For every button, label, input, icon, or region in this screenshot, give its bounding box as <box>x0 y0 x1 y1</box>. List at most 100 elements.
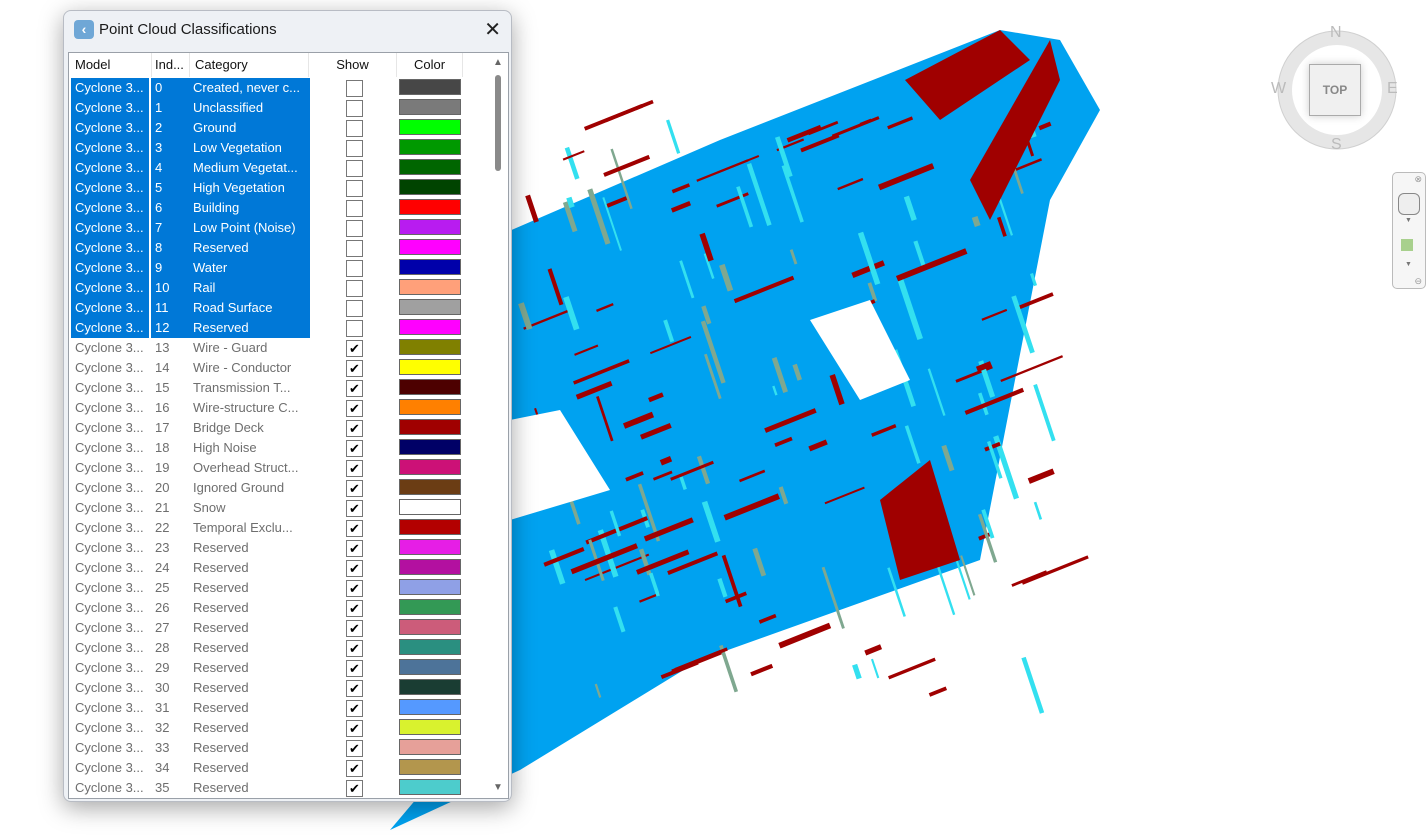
column-header-category[interactable]: Category <box>195 53 309 77</box>
show-checkbox[interactable]: ✔ <box>346 760 363 777</box>
color-swatch[interactable] <box>399 239 461 255</box>
table-row[interactable]: Cyclone 3... 3 Low Vegetation <box>71 138 491 158</box>
color-swatch[interactable] <box>399 559 461 575</box>
view-cube[interactable]: N S W E TOP <box>1271 24 1398 153</box>
table-row[interactable]: Cyclone 3... 0 Created, never c... <box>71 78 491 98</box>
table-row[interactable]: Cyclone 3... 21 Snow ✔ <box>71 498 491 518</box>
table-row[interactable]: Cyclone 3... 33 Reserved ✔ <box>71 738 491 758</box>
color-swatch[interactable] <box>399 259 461 275</box>
color-swatch[interactable] <box>399 179 461 195</box>
color-swatch[interactable] <box>399 719 461 735</box>
color-swatch[interactable] <box>399 519 461 535</box>
show-checkbox[interactable]: ✔ <box>346 420 363 437</box>
color-swatch[interactable] <box>399 279 461 295</box>
color-swatch[interactable] <box>399 459 461 475</box>
table-row[interactable]: Cyclone 3... 24 Reserved ✔ <box>71 558 491 578</box>
table-row[interactable]: Cyclone 3... 34 Reserved ✔ <box>71 758 491 778</box>
table-row[interactable]: Cyclone 3... 27 Reserved ✔ <box>71 618 491 638</box>
table-row[interactable]: Cyclone 3... 7 Low Point (Noise) <box>71 218 491 238</box>
table-row[interactable]: Cyclone 3... 22 Temporal Exclu... ✔ <box>71 518 491 538</box>
close-icon[interactable]: ✕ <box>484 19 501 41</box>
color-swatch[interactable] <box>399 619 461 635</box>
minimize-navbar-icon[interactable]: ⊖ <box>1414 276 1422 286</box>
compass-e[interactable]: E <box>1387 80 1398 97</box>
color-swatch[interactable] <box>399 639 461 655</box>
table-row[interactable]: Cyclone 3... 5 High Vegetation <box>71 178 491 198</box>
show-checkbox[interactable]: ✔ <box>346 400 363 417</box>
table-row[interactable]: Cyclone 3... 6 Building <box>71 198 491 218</box>
table-row[interactable]: Cyclone 3... 19 Overhead Struct... ✔ <box>71 458 491 478</box>
show-checkbox[interactable]: ✔ <box>346 380 363 397</box>
table-row[interactable]: Cyclone 3... 29 Reserved ✔ <box>71 658 491 678</box>
close-navbar-icon[interactable]: ⊗ <box>1414 174 1422 184</box>
column-header-model[interactable]: Model <box>75 53 152 77</box>
scroll-down-icon[interactable]: ▼ <box>493 782 503 793</box>
color-swatch[interactable] <box>399 539 461 555</box>
show-checkbox[interactable]: ✔ <box>346 640 363 657</box>
show-checkbox[interactable] <box>346 80 363 97</box>
color-swatch[interactable] <box>399 479 461 495</box>
table-row[interactable]: Cyclone 3... 20 Ignored Ground ✔ <box>71 478 491 498</box>
table-row[interactable]: Cyclone 3... 10 Rail <box>71 278 491 298</box>
show-checkbox[interactable] <box>346 320 363 337</box>
show-checkbox[interactable] <box>346 200 363 217</box>
dialog-header[interactable]: ‹ Point Cloud Classifications ✕ <box>64 11 511 49</box>
show-checkbox[interactable]: ✔ <box>346 480 363 497</box>
color-swatch[interactable] <box>399 399 461 415</box>
view-cube-top[interactable]: TOP <box>1309 64 1361 116</box>
show-checkbox[interactable]: ✔ <box>346 740 363 757</box>
color-swatch[interactable] <box>399 139 461 155</box>
color-swatch[interactable] <box>399 579 461 595</box>
compass-n[interactable]: N <box>1330 24 1342 41</box>
show-checkbox[interactable]: ✔ <box>346 440 363 457</box>
color-swatch[interactable] <box>399 439 461 455</box>
table-row[interactable]: Cyclone 3... 25 Reserved ✔ <box>71 578 491 598</box>
table-row[interactable]: Cyclone 3... 1 Unclassified <box>71 98 491 118</box>
show-checkbox[interactable]: ✔ <box>346 680 363 697</box>
color-swatch[interactable] <box>399 99 461 115</box>
show-checkbox[interactable]: ✔ <box>346 500 363 517</box>
show-checkbox[interactable] <box>346 180 363 197</box>
color-swatch[interactable] <box>399 319 461 335</box>
show-checkbox[interactable]: ✔ <box>346 660 363 677</box>
table-row[interactable]: Cyclone 3... 12 Reserved <box>71 318 491 338</box>
color-swatch[interactable] <box>399 119 461 135</box>
table-row[interactable]: Cyclone 3... 31 Reserved ✔ <box>71 698 491 718</box>
table-row[interactable]: Cyclone 3... 18 High Noise ✔ <box>71 438 491 458</box>
table-row[interactable]: Cyclone 3... 14 Wire - Conductor ✔ <box>71 358 491 378</box>
table-row[interactable]: Cyclone 3... 26 Reserved ✔ <box>71 598 491 618</box>
dropdown-arrow-icon[interactable]: ▼ <box>1405 217 1412 224</box>
color-swatch[interactable] <box>399 659 461 675</box>
column-header-index[interactable]: Ind... <box>155 53 190 77</box>
column-header-show[interactable]: Show <box>309 53 397 77</box>
show-checkbox[interactable]: ✔ <box>346 720 363 737</box>
show-checkbox[interactable]: ✔ <box>346 700 363 717</box>
show-checkbox[interactable]: ✔ <box>346 620 363 637</box>
show-checkbox[interactable] <box>346 220 363 237</box>
table-row[interactable]: Cyclone 3... 13 Wire - Guard ✔ <box>71 338 491 358</box>
show-checkbox[interactable]: ✔ <box>346 460 363 477</box>
show-checkbox[interactable]: ✔ <box>346 560 363 577</box>
color-swatch[interactable] <box>399 599 461 615</box>
column-header-color[interactable]: Color <box>397 53 463 77</box>
color-swatch[interactable] <box>399 499 461 515</box>
show-checkbox[interactable]: ✔ <box>346 340 363 357</box>
color-swatch[interactable] <box>399 779 461 795</box>
show-checkbox[interactable]: ✔ <box>346 780 363 797</box>
table-row[interactable]: Cyclone 3... 16 Wire-structure C... ✔ <box>71 398 491 418</box>
table-row[interactable]: Cyclone 3... 30 Reserved ✔ <box>71 678 491 698</box>
color-swatch[interactable] <box>399 359 461 375</box>
color-swatch[interactable] <box>399 199 461 215</box>
color-swatch[interactable] <box>399 759 461 775</box>
color-swatch[interactable] <box>399 339 461 355</box>
table-row[interactable]: Cyclone 3... 9 Water <box>71 258 491 278</box>
compass-s[interactable]: S <box>1331 136 1342 153</box>
show-checkbox[interactable] <box>346 240 363 257</box>
color-swatch[interactable] <box>399 679 461 695</box>
show-checkbox[interactable] <box>346 280 363 297</box>
show-checkbox[interactable] <box>346 120 363 137</box>
show-checkbox[interactable]: ✔ <box>346 520 363 537</box>
color-swatch[interactable] <box>399 79 461 95</box>
color-swatch[interactable] <box>399 419 461 435</box>
compass-w[interactable]: W <box>1271 80 1287 97</box>
